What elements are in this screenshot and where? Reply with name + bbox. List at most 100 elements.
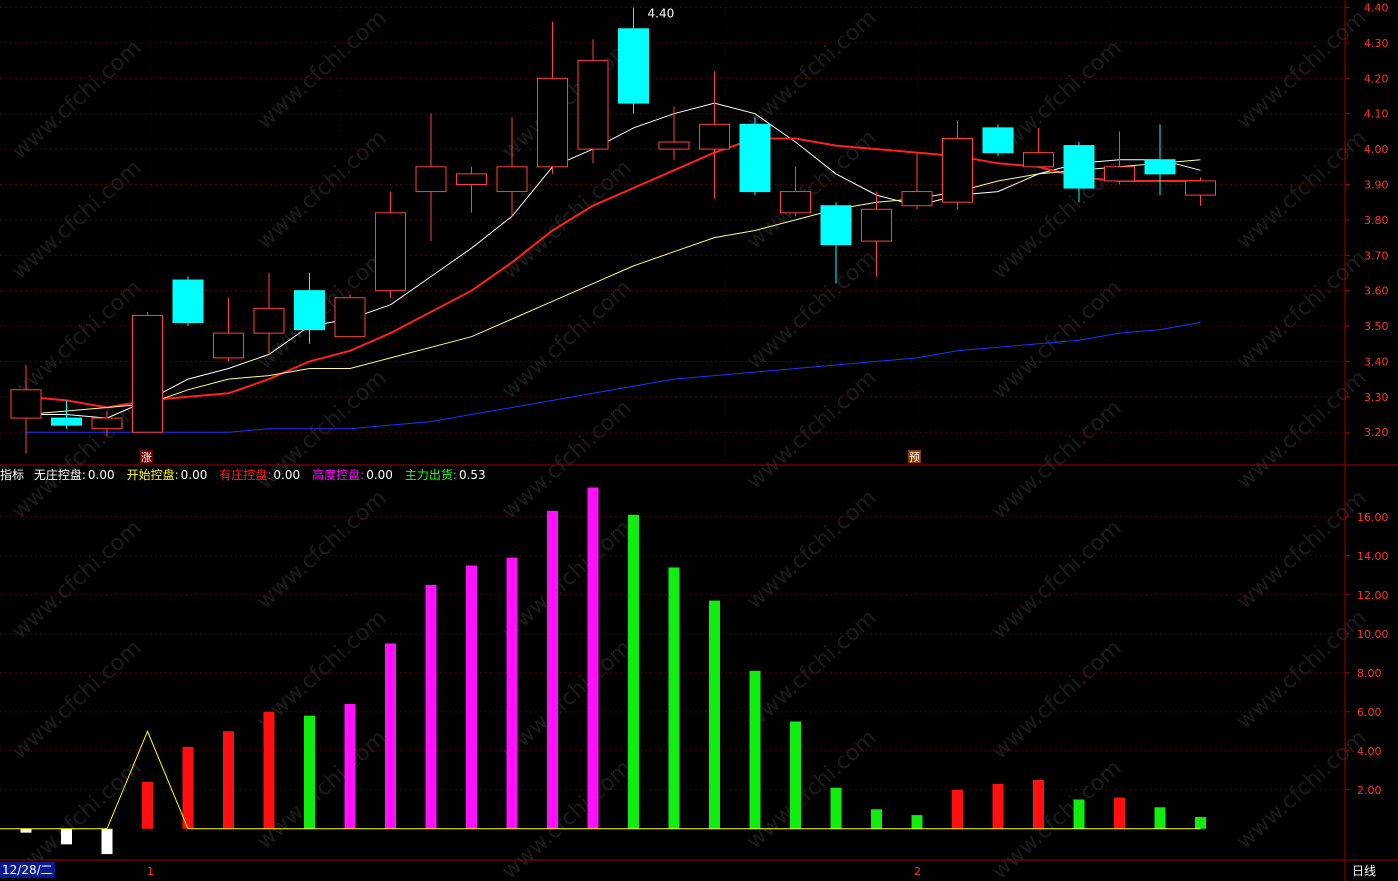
indicator-bar (101, 828, 113, 855)
legend-label: 开始控盘: (126, 468, 179, 482)
candle-body (1023, 152, 1054, 168)
candle-body (1063, 145, 1095, 189)
indicator-bar (830, 787, 842, 829)
y-tick-label: 14.00 (1357, 550, 1389, 563)
indicator-bar (587, 487, 599, 829)
indicator-bar (466, 565, 477, 829)
watermark-text: www.cfchi.com (742, 606, 881, 735)
marker-zhang: 涨 (140, 450, 153, 464)
watermark-text: www.cfchi.com (1232, 126, 1371, 255)
y-tick-label: 4.10 (1364, 108, 1389, 121)
candle-body (820, 205, 852, 246)
candle-body (658, 141, 690, 150)
indicator-bar (344, 703, 356, 829)
y-tick-label: 16.00 (1357, 511, 1389, 524)
watermark-text: www.cfchi.com (1232, 6, 1371, 135)
indicator-bars (0, 487, 1206, 855)
y-tick-label: 3.40 (1364, 355, 1389, 368)
y-tick-label: 4.00 (1357, 745, 1382, 758)
moving-average-lines (25, 102, 1201, 433)
indicator-bar (425, 585, 437, 829)
y-tick-label: 12.00 (1357, 589, 1389, 602)
legend-value: 0.00 (87, 468, 115, 482)
watermark-text: www.cfchi.com (252, 6, 391, 135)
y-tick-label: 3.50 (1364, 320, 1389, 333)
indicator-bar (1073, 799, 1085, 829)
candle-body (132, 314, 163, 433)
indicator-zero-line (0, 729, 1201, 830)
legend-label: 有庄控盘: (219, 468, 272, 482)
indicator-bar (20, 828, 32, 833)
y-tick-label: 4.20 (1364, 72, 1389, 85)
y-tick-label: 3.90 (1364, 178, 1389, 191)
ma-line-ma20 (25, 159, 1201, 415)
indicator-bar (1033, 780, 1044, 829)
candle-body (982, 127, 1014, 154)
watermark-text: www.cfchi.com (1232, 606, 1371, 735)
watermark-text: www.cfchi.com (497, 756, 636, 881)
indicator-bar (749, 670, 761, 829)
date-label[interactable]: 12/28/二 (0, 862, 55, 878)
candle-body (577, 60, 609, 150)
legend-label: 高度控盘: (312, 468, 365, 482)
x-marker-2: 2 (914, 865, 921, 878)
grid-lines (0, 0, 1345, 791)
indicator-bar (1114, 797, 1125, 829)
y-tick-label: 3.70 (1364, 249, 1389, 262)
candle-body (739, 123, 771, 193)
indicator-bar (61, 828, 72, 845)
watermark-text: www.cfchi.com (497, 516, 636, 645)
candle-body (1104, 166, 1135, 182)
svg-text:预: 预 (909, 451, 920, 464)
y-tick-label: 3.30 (1364, 391, 1389, 404)
watermark-text: www.cfchi.com (987, 636, 1126, 765)
y-tick-label: 10.00 (1357, 628, 1389, 641)
candlestick-series (10, 7, 1216, 454)
svg-text:涨: 涨 (141, 451, 152, 464)
y-tick-label: 6.00 (1357, 706, 1382, 719)
candle-body (172, 279, 204, 324)
watermark-text: www.cfchi.com (1232, 246, 1371, 375)
candle-body (213, 332, 244, 359)
ma-line-ma10 (25, 137, 1201, 409)
watermark-text: www.cfchi.com (497, 396, 636, 525)
watermark-text: www.cfchi.com (252, 126, 391, 255)
marker-yu: 预 (908, 450, 921, 464)
indicator-bar (668, 567, 680, 829)
y-tick-label: 3.60 (1364, 285, 1389, 298)
watermark-text: www.cfchi.com (1232, 366, 1371, 495)
indicator-name: 指标 (0, 468, 25, 482)
ma-line-ma60 (26, 322, 1201, 433)
indicator-bar (304, 715, 315, 829)
indicator-bar (871, 809, 882, 829)
legend-item: 开始控盘: 0.00 (127, 468, 214, 482)
indicator-bar (628, 514, 639, 829)
candle-body (253, 307, 285, 334)
indicator-bar (547, 510, 558, 829)
high-price-label: 4.40 (648, 7, 675, 21)
candle-body (1144, 159, 1176, 175)
watermark-text: www.cfchi.com (987, 516, 1126, 645)
watermark-text: www.cfchi.com (987, 276, 1126, 405)
candle-body (334, 297, 366, 338)
watermark-text: www.cfchi.com (987, 396, 1126, 525)
y-tick-label: 4.00 (1364, 143, 1389, 156)
candle-body (618, 28, 649, 104)
watermark-text: www.cfchi.com (497, 636, 636, 765)
y-tick-label: 4.30 (1364, 37, 1389, 50)
watermark-text: www.cfchi.com (7, 636, 146, 765)
candle-body (942, 137, 973, 203)
indicator-bar (142, 781, 153, 829)
indicator-bar (992, 783, 1004, 829)
watermark-layer: www.cfchi.com www.cfchi.com www.cfchi.com w… (7, 6, 1371, 881)
candle-body (51, 417, 82, 426)
candle-body (91, 417, 123, 430)
y-tick-label: 2.00 (1357, 784, 1382, 797)
candle-body (375, 212, 406, 292)
watermark-text: www.cfchi.com (742, 366, 881, 495)
indicator-bar (223, 731, 234, 829)
period-label[interactable]: 日线 (1352, 864, 1377, 878)
legend-value: 0.00 (180, 468, 208, 482)
legend-item: 主力出货: 0.53 (405, 468, 492, 482)
